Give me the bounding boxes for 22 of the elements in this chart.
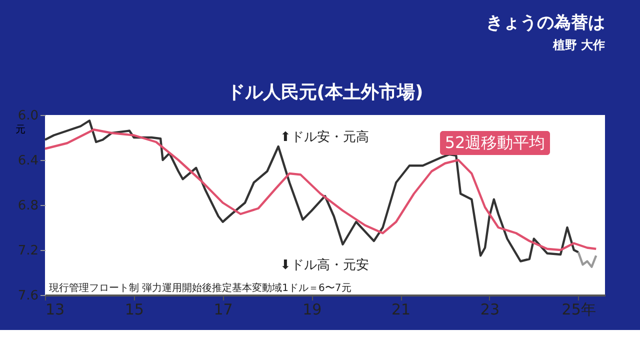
y-tick-label: 6.4: [18, 154, 38, 168]
text: きょうの為替は: [486, 13, 605, 33]
x-tick-label: 25年: [562, 300, 596, 318]
y-tick-label: 6.0: [18, 108, 38, 124]
y-tick-label: 7.6: [18, 288, 38, 304]
x-tick-label: 13: [46, 300, 65, 318]
y-tick-label: 7.2: [18, 244, 38, 258]
text: 植野 大作: [552, 38, 605, 52]
chart-title: ドル人民元(本土外市場): [226, 82, 424, 103]
x-tick-label: 23: [480, 300, 500, 318]
x-tick-label: 15: [124, 300, 144, 318]
line-series: [44, 128, 598, 252]
annotation: ⬆ドル安・元高: [280, 129, 369, 145]
x-tick-label: 21: [392, 300, 411, 318]
x-tick-label: 19: [302, 300, 322, 318]
annotation: ⬇ドル高・元安: [280, 257, 369, 273]
y-tick-label: 6.8: [18, 198, 38, 214]
line-series: [577, 251, 598, 268]
y-axis-title: 元: [16, 124, 26, 136]
x-tick-label: 17: [214, 300, 233, 318]
annotation: 現行管理フロート制 弾力運用開始後推定基本変動域1ドル＝6〜7元: [49, 282, 352, 294]
series-label: 52週移動平均: [444, 133, 546, 152]
